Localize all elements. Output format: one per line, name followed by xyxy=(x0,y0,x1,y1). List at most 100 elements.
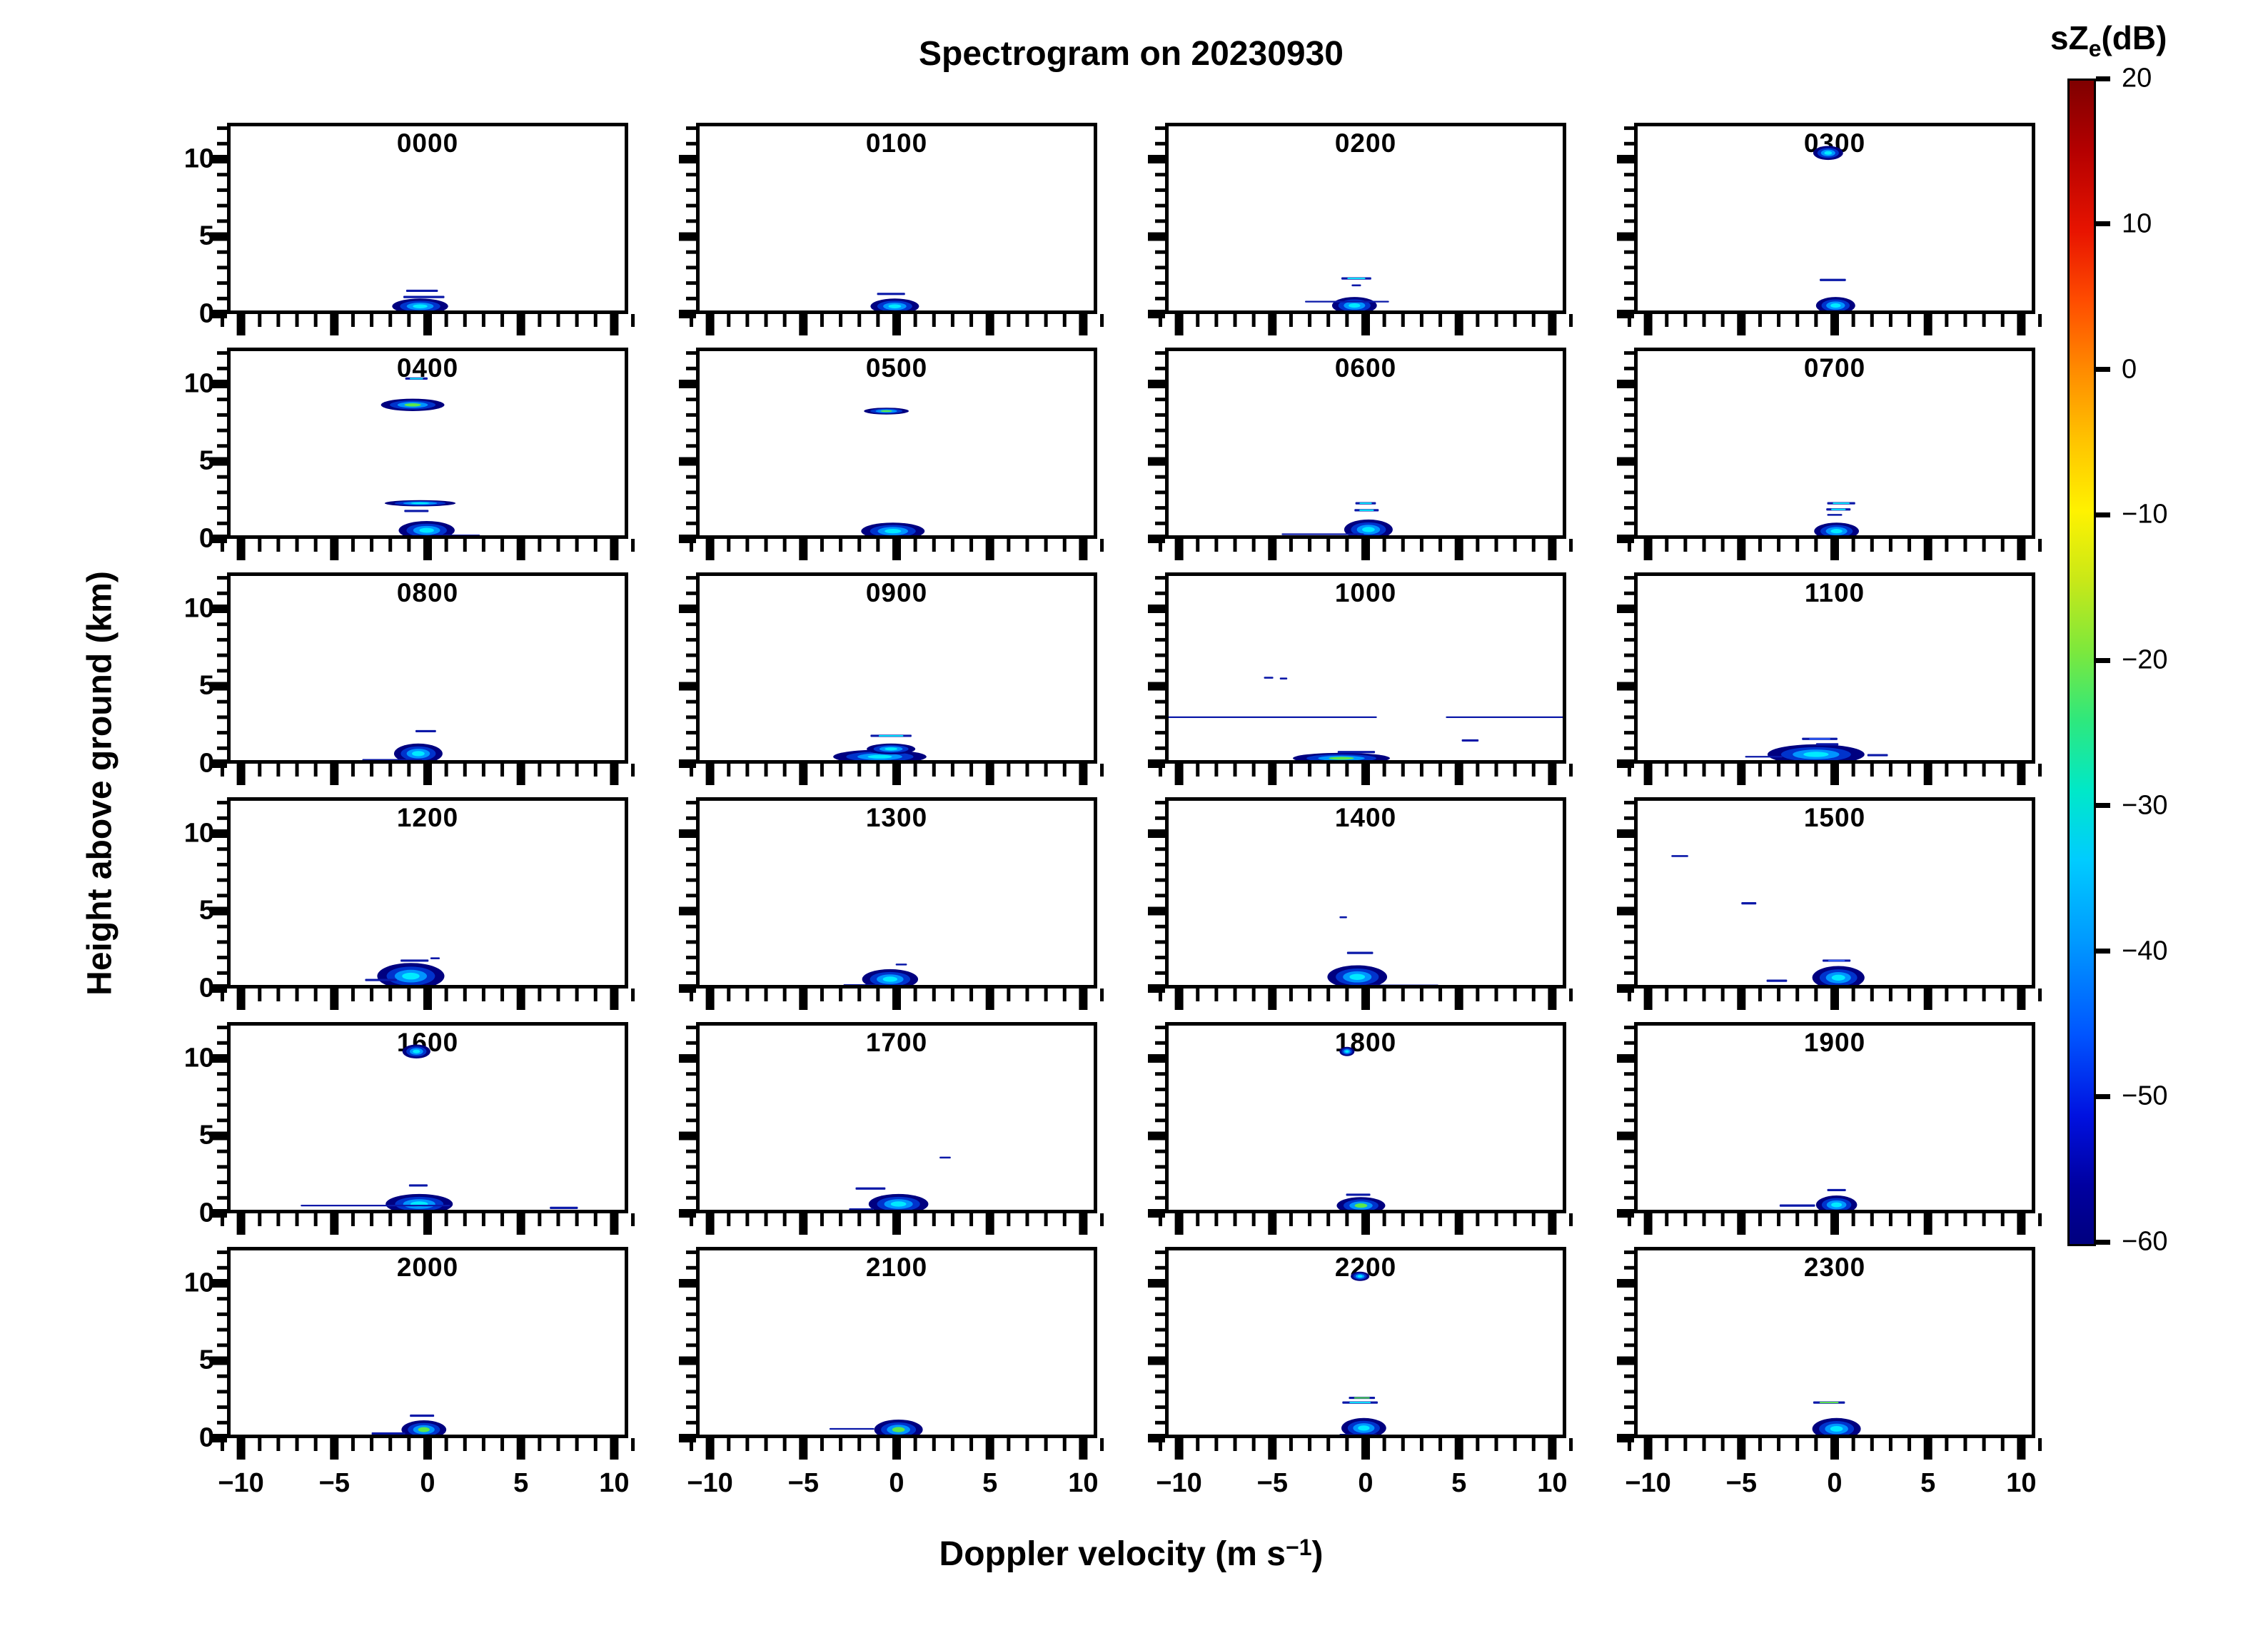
panel-hour-label: 1700 xyxy=(865,1028,928,1057)
axis-ticks xyxy=(1617,351,2042,560)
echo-layer xyxy=(371,1414,447,1435)
panel-hour-label: 1000 xyxy=(1334,578,1397,607)
axis-ticks xyxy=(1617,126,2042,335)
panel-plot xyxy=(210,572,635,785)
y-tick-label: 10 xyxy=(183,368,214,399)
colorbar xyxy=(2067,79,2096,1246)
echo-layer xyxy=(1814,502,1859,535)
axis-ticks xyxy=(210,351,635,560)
echo-layer xyxy=(843,964,919,985)
axis-ticks xyxy=(1148,1250,1573,1460)
panel-plot xyxy=(210,348,635,560)
panel-plot xyxy=(1617,797,2042,1010)
y-tick-label: 5 xyxy=(198,221,214,251)
panel-plot xyxy=(210,1022,635,1235)
spectrogram-panel-0200: 0200 xyxy=(1148,123,1573,335)
y-axis-label: Height above ground (km) xyxy=(81,571,119,996)
spectrogram-panel-0800: 0800 xyxy=(210,572,635,785)
spectrogram-panel-1500: 1500 xyxy=(1617,797,2042,1010)
echo-layer xyxy=(380,377,480,535)
axis-ticks xyxy=(1617,1250,2042,1460)
echo-layer xyxy=(362,729,443,760)
x-tick-label: −5 xyxy=(1725,1468,1757,1498)
x-tick-label: −5 xyxy=(1256,1468,1288,1498)
y-tick-label: 10 xyxy=(183,1043,214,1073)
panel-hour-label: 0500 xyxy=(865,353,928,383)
x-tick-label: 0 xyxy=(420,1468,435,1498)
panel-plot xyxy=(210,1247,635,1460)
y-tick-label: 10 xyxy=(183,1268,214,1298)
panel-plot xyxy=(210,797,635,1010)
x-axis-label-superscript: −1 xyxy=(1286,1535,1312,1560)
x-tick-label: 10 xyxy=(1537,1468,1568,1498)
y-tick-label: 0 xyxy=(198,1198,214,1228)
panel-hour-label: 0200 xyxy=(1334,128,1397,158)
colorbar-tick-label: −50 xyxy=(2122,1081,2168,1111)
echo-layer xyxy=(849,1156,951,1210)
spectrogram-panel-1800: 1800 xyxy=(1148,1022,1573,1235)
spectrogram-panel-0900: 0900 xyxy=(679,572,1104,785)
x-tick-label: 5 xyxy=(1451,1468,1467,1498)
colorbar-title-subscript: e xyxy=(2088,36,2102,62)
axis-ticks xyxy=(1617,801,2042,1010)
spectrogram-panel-0700: 0700 xyxy=(1617,348,2042,560)
axis-ticks xyxy=(1148,801,1573,1010)
panel-plot xyxy=(1148,572,1573,785)
panel-hour-label: 1500 xyxy=(1803,803,1866,832)
axis-ticks xyxy=(210,1026,635,1235)
y-tick-label: 5 xyxy=(198,445,214,476)
panel-hour-label: 0000 xyxy=(396,128,459,158)
spectrogram-panel-2300: 2300 xyxy=(1617,1247,2042,1460)
colorbar-tick-label: 10 xyxy=(2122,208,2152,239)
spectrogram-panel-0300: 0300 xyxy=(1617,123,2042,335)
colorbar-tick-mark xyxy=(2096,76,2110,81)
panel-plot xyxy=(679,572,1104,785)
echo-layer xyxy=(833,734,927,760)
echo-layer xyxy=(1745,737,1888,760)
colorbar-tick-label: −60 xyxy=(2122,1226,2168,1257)
x-axis-label-text: Doppler velocity (m s xyxy=(939,1535,1286,1573)
panel-plot xyxy=(1148,123,1573,335)
axis-ticks xyxy=(210,1250,635,1460)
axis-ticks xyxy=(1148,576,1573,785)
panel-plot xyxy=(1617,1247,2042,1460)
x-tick-label: 0 xyxy=(889,1468,904,1498)
axis-ticks xyxy=(210,126,635,335)
panel-hour-label: 2300 xyxy=(1803,1253,1866,1282)
spectrogram-panel-0600: 0600 xyxy=(1148,348,1573,560)
x-tick-label: 0 xyxy=(1358,1468,1374,1498)
echo-layer xyxy=(1813,146,1855,310)
x-tick-label: 10 xyxy=(1068,1468,1099,1498)
spectrogram-panel-1200: 1200 xyxy=(210,797,635,1010)
x-tick-label: 5 xyxy=(982,1468,998,1498)
echo-layer xyxy=(1336,1046,1386,1210)
panel-plot xyxy=(1148,1247,1573,1460)
echo-layer xyxy=(861,408,925,535)
colorbar-title-post: (dB) xyxy=(2101,19,2167,56)
figure-title: Spectrogram on 20230930 xyxy=(919,35,1344,73)
panel-plot xyxy=(679,797,1104,1010)
colorbar-tick-mark xyxy=(2096,657,2110,663)
panel-hour-label: 0900 xyxy=(865,578,928,607)
spectrogram-panel-1600: 1600 xyxy=(210,1022,635,1235)
panel-plot xyxy=(1148,348,1573,560)
colorbar-title-pre: sZ xyxy=(2050,19,2089,56)
panel-plot xyxy=(679,1022,1104,1235)
echo-layer xyxy=(365,957,445,985)
panel-hour-label: 0700 xyxy=(1803,353,1866,383)
panel-hour-label: 0100 xyxy=(865,128,928,158)
colorbar-tick-mark xyxy=(2096,1093,2110,1099)
x-tick-label: 5 xyxy=(513,1468,529,1498)
spectrogram-panel-2200: 2200 xyxy=(1148,1247,1573,1460)
y-tick-label: 0 xyxy=(198,298,214,329)
echo-layer xyxy=(829,1419,923,1435)
colorbar-tick-mark xyxy=(2096,512,2110,517)
echo-layer xyxy=(1281,502,1393,535)
panel-plot xyxy=(1148,797,1573,1010)
spectrogram-panel-0400: 0400 xyxy=(210,348,635,560)
axis-ticks xyxy=(1617,576,2042,785)
axis-ticks xyxy=(1148,1026,1573,1235)
panel-hour-label: 1900 xyxy=(1803,1028,1866,1057)
y-tick-label: 5 xyxy=(198,670,214,701)
spectrogram-grid: 0000 0100 0200 0300 0400 0500 0600 0700 0800 0900… xyxy=(210,123,2042,1460)
